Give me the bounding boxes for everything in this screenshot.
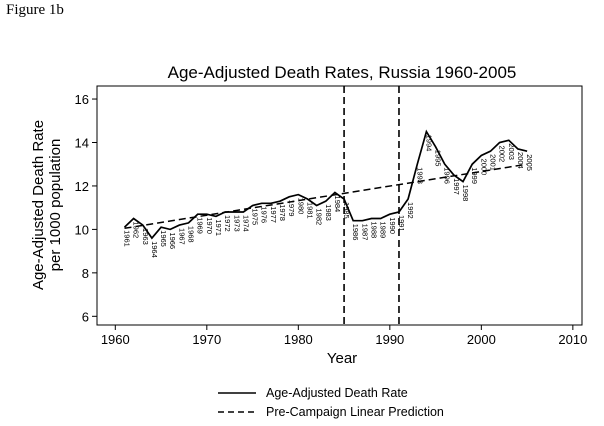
y-axis-label-line-2: per 1000 population <box>47 139 64 272</box>
point-label-1983: 1983 <box>324 204 333 221</box>
point-label-1970: 1970 <box>205 217 214 234</box>
point-label-2004: 2004 <box>516 152 525 169</box>
legend-label-death-rate: Age-Adjusted Death Rate <box>266 386 408 400</box>
point-label-1968: 1968 <box>187 226 196 243</box>
x-tick-label: 1980 <box>284 332 313 347</box>
point-label-1962: 1962 <box>132 222 141 239</box>
point-label-1969: 1969 <box>196 217 205 234</box>
figure-label: Figure 1b <box>6 2 64 18</box>
point-label-1991: 1991 <box>397 215 406 232</box>
point-label-1986: 1986 <box>351 224 360 241</box>
point-label-1979: 1979 <box>287 200 296 217</box>
point-label-1985: 1985 <box>342 202 351 219</box>
point-label-1981: 1981 <box>306 202 315 219</box>
point-label-2000: 2000 <box>479 159 488 176</box>
x-tick-label: 2000 <box>467 332 496 347</box>
y-tick-label: 8 <box>82 266 89 281</box>
x-tick-label: 1960 <box>101 332 130 347</box>
point-label-1989: 1989 <box>379 221 388 238</box>
point-label-1992: 1992 <box>406 202 415 219</box>
point-label-2001: 2001 <box>489 154 498 171</box>
point-label-1997: 1997 <box>452 178 461 195</box>
y-tick-label: 6 <box>82 309 89 324</box>
y-axis-label-line-1: Age-Adjusted Death Rate <box>30 120 47 290</box>
y-tick-label: 14 <box>75 135 89 150</box>
point-label-1971: 1971 <box>214 219 223 236</box>
plot-area <box>96 85 583 326</box>
point-label-1975: 1975 <box>251 208 260 225</box>
x-tick-label: 1990 <box>375 332 404 347</box>
reference-lines <box>343 86 400 325</box>
point-label-1984: 1984 <box>333 196 342 213</box>
point-label-1963: 1963 <box>141 228 150 245</box>
point-label-1967: 1967 <box>177 228 186 245</box>
legend-label-prediction: Pre-Campaign Linear Prediction <box>266 405 444 419</box>
y-axis: 6 8 10 12 14 16 <box>75 92 97 324</box>
x-tick-label: 1970 <box>192 332 221 347</box>
point-label-1972: 1972 <box>223 215 232 232</box>
x-tick-label: 2010 <box>558 332 587 347</box>
point-label-1999: 1999 <box>470 167 479 184</box>
y-tick-label: 16 <box>75 92 89 107</box>
point-label-1993: 1993 <box>415 167 424 184</box>
point-label-2005: 2005 <box>525 154 534 171</box>
legend: Age-Adjusted Death Rate Pre-Campaign Lin… <box>218 386 444 419</box>
chart-title: Age-Adjusted Death Rates, Russia 1960-20… <box>168 63 517 82</box>
point-label-1987: 1987 <box>360 224 369 241</box>
point-label-1973: 1973 <box>232 215 241 232</box>
point-label-1988: 1988 <box>369 222 378 239</box>
point-label-1964: 1964 <box>150 241 159 258</box>
point-label-1978: 1978 <box>278 204 287 221</box>
point-label-1965: 1965 <box>159 230 168 247</box>
point-label-2003: 2003 <box>507 143 516 160</box>
point-label-1977: 1977 <box>269 206 278 223</box>
death-rate-line <box>123 129 528 240</box>
point-label-1961: 1961 <box>122 230 131 247</box>
y-tick-label: 10 <box>75 222 89 237</box>
prediction-line <box>124 163 528 230</box>
x-axis: 1960 1970 1980 1990 2000 2010 <box>101 325 587 347</box>
point-label-2002: 2002 <box>498 146 507 163</box>
point-label-1966: 1966 <box>168 232 177 249</box>
point-label-1994: 1994 <box>424 135 433 152</box>
point-label-1998: 1998 <box>461 185 470 202</box>
point-label-1990: 1990 <box>388 217 397 234</box>
point-label-1976: 1976 <box>260 206 269 223</box>
point-label-1982: 1982 <box>315 209 324 226</box>
point-label-1980: 1980 <box>296 198 305 215</box>
x-axis-label: Year <box>327 350 357 367</box>
series-group <box>123 129 528 240</box>
y-tick-label: 12 <box>75 179 89 194</box>
point-label-1974: 1974 <box>241 215 250 232</box>
point-label-1996: 1996 <box>443 167 452 184</box>
point-label-1995: 1995 <box>434 150 443 167</box>
